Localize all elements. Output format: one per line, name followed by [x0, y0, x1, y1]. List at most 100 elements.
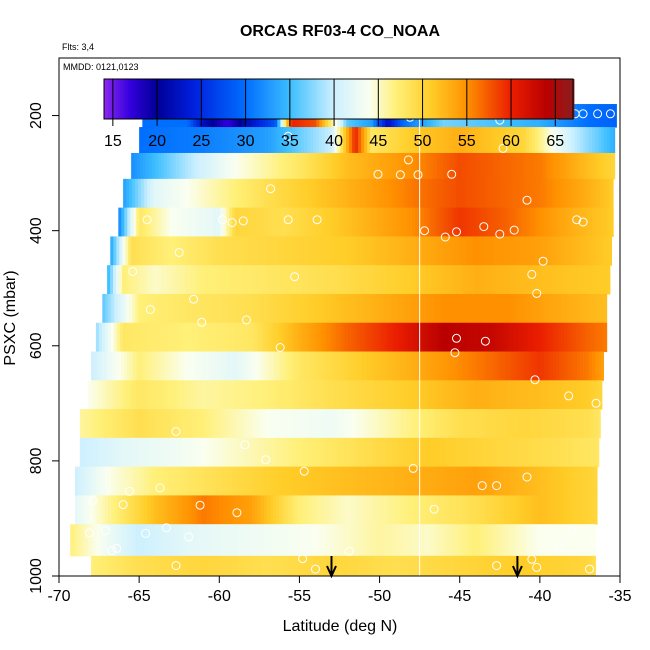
heatmap-cell: [333, 179, 336, 208]
heatmap-cell: [524, 265, 527, 294]
heatmap-cell: [285, 323, 288, 352]
heatmap-cell: [524, 153, 527, 179]
heatmap-cell: [127, 208, 130, 237]
heatmap-cell: [326, 409, 329, 438]
heatmap-cell: [562, 524, 565, 556]
heatmap-cell: [546, 467, 549, 496]
colorbar-tick-label: 65: [546, 133, 564, 150]
heatmap-cell: [580, 104, 583, 128]
heatmap-cell: [176, 236, 179, 265]
colorbar-tick-label: 45: [369, 133, 387, 150]
heatmap-cell: [154, 524, 157, 556]
heatmap-cell: [588, 179, 591, 208]
heatmap-cell: [308, 265, 311, 294]
heatmap-cell: [175, 208, 178, 237]
heatmap-cell: [273, 179, 276, 208]
heatmap-cell: [336, 179, 339, 208]
heatmap-cell: [428, 438, 431, 467]
heatmap-cell: [83, 409, 86, 438]
heatmap-cell: [202, 352, 205, 381]
heatmap-cell: [185, 265, 188, 294]
heatmap-cell: [129, 467, 132, 496]
heatmap-cell: [322, 524, 325, 556]
heatmap-cell: [484, 380, 487, 409]
heatmap-cell: [565, 352, 568, 381]
heatmap-cell: [542, 236, 545, 265]
heatmap-cell: [347, 438, 350, 467]
heatmap-cell: [557, 438, 560, 467]
heatmap-cell: [614, 153, 615, 179]
heatmap-cell: [294, 467, 297, 496]
heatmap-cell: [345, 467, 348, 496]
heatmap-cell: [184, 127, 187, 153]
heatmap-cell: [552, 294, 555, 323]
heatmap-cell: [574, 208, 577, 237]
heatmap-cell: [180, 467, 183, 496]
heatmap-cell: [501, 495, 504, 524]
heatmap-cell: [412, 352, 415, 381]
heatmap-cell: [342, 467, 345, 496]
heatmap-cell: [487, 352, 490, 381]
heatmap-cell: [576, 179, 579, 208]
heatmap-cell: [303, 323, 306, 352]
heatmap-cell: [192, 179, 195, 208]
heatmap-cell: [295, 208, 298, 237]
heatmap-cell: [532, 208, 535, 237]
heatmap-cell: [543, 179, 546, 208]
heatmap-cell: [380, 409, 383, 438]
heatmap-cell: [306, 495, 309, 524]
heatmap-cell: [451, 524, 454, 556]
heatmap-cell: [551, 438, 554, 467]
heatmap-cell: [318, 179, 321, 208]
heatmap-cell: [517, 524, 520, 556]
heatmap-cell: [395, 236, 398, 265]
heatmap-cell: [162, 179, 165, 208]
heatmap-cell: [271, 352, 274, 381]
heatmap-cell: [209, 153, 212, 179]
heatmap-cell: [338, 265, 341, 294]
heatmap-cell: [205, 352, 208, 381]
heatmap-cell: [507, 179, 510, 208]
heatmap-cell: [296, 153, 299, 179]
heatmap-cell: [286, 524, 289, 556]
heatmap-cell: [509, 265, 512, 294]
heatmap-cell: [190, 556, 193, 577]
heatmap-cell: [529, 524, 532, 556]
heatmap-cell: [373, 556, 376, 577]
heatmap-cell: [258, 495, 261, 524]
heatmap-cell: [304, 208, 307, 237]
heatmap-cell: [452, 265, 455, 294]
heatmap-cell: [84, 495, 87, 524]
heatmap-cell: [199, 524, 202, 556]
heatmap-cell: [191, 265, 194, 294]
heatmap-cell: [294, 323, 297, 352]
heatmap-cell: [281, 265, 284, 294]
heatmap-cell: [556, 556, 559, 577]
heatmap-cell: [500, 153, 503, 179]
heatmap-cell: [249, 323, 252, 352]
heatmap-cell: [317, 265, 320, 294]
heatmap-cell: [445, 208, 448, 237]
heatmap-cell: [197, 438, 200, 467]
heatmap-cell: [412, 208, 415, 237]
heatmap-cell: [94, 556, 97, 577]
heatmap-cell: [281, 438, 284, 467]
heatmap-cell: [359, 265, 362, 294]
heatmap-cell: [280, 352, 283, 381]
heatmap-cell: [187, 556, 190, 577]
heatmap-cell: [363, 495, 366, 524]
heatmap-cell: [591, 495, 594, 524]
heatmap-cell: [610, 208, 613, 237]
heatmap-cell: [340, 380, 343, 409]
heatmap-cell: [349, 524, 352, 556]
heatmap-cell: [390, 467, 393, 496]
heatmap-cell: [495, 323, 498, 352]
heatmap-cell: [257, 153, 260, 179]
heatmap-cell: [264, 323, 267, 352]
heatmap-cell: [230, 236, 233, 265]
heatmap-cell: [352, 380, 355, 409]
heatmap-cell: [95, 409, 98, 438]
heatmap-cell: [324, 294, 327, 323]
heatmap-cell: [388, 127, 391, 153]
heatmap-cell: [81, 495, 84, 524]
